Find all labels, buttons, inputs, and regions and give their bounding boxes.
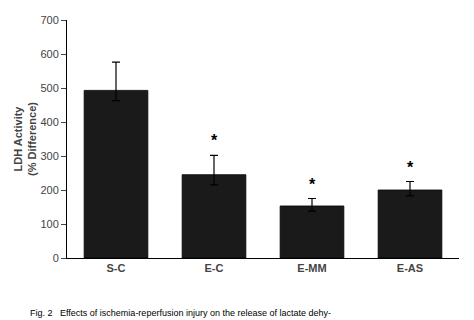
svg-text:600: 600	[40, 48, 58, 60]
svg-text:S-C: S-C	[107, 262, 126, 274]
svg-text:E-AS: E-AS	[397, 262, 423, 274]
svg-text:400: 400	[40, 116, 58, 128]
svg-text:0: 0	[53, 252, 59, 264]
svg-text:100: 100	[40, 218, 58, 230]
svg-text:E-C: E-C	[205, 262, 224, 274]
svg-text:Fig. 2 Effects of ischemia-r: Fig. 2 Effects of ischemia-reperfusion i…	[30, 308, 331, 318]
svg-text:E-MM: E-MM	[297, 262, 326, 274]
svg-text:700: 700	[40, 14, 58, 26]
svg-text:LDH Activity(% Difference): LDH Activity(% Difference)	[12, 102, 38, 176]
svg-text:*: *	[407, 159, 414, 176]
svg-text:500: 500	[40, 82, 58, 94]
svg-text:*: *	[309, 176, 316, 193]
svg-text:*: *	[211, 132, 218, 149]
svg-text:200: 200	[40, 184, 58, 196]
svg-text:300: 300	[40, 150, 58, 162]
